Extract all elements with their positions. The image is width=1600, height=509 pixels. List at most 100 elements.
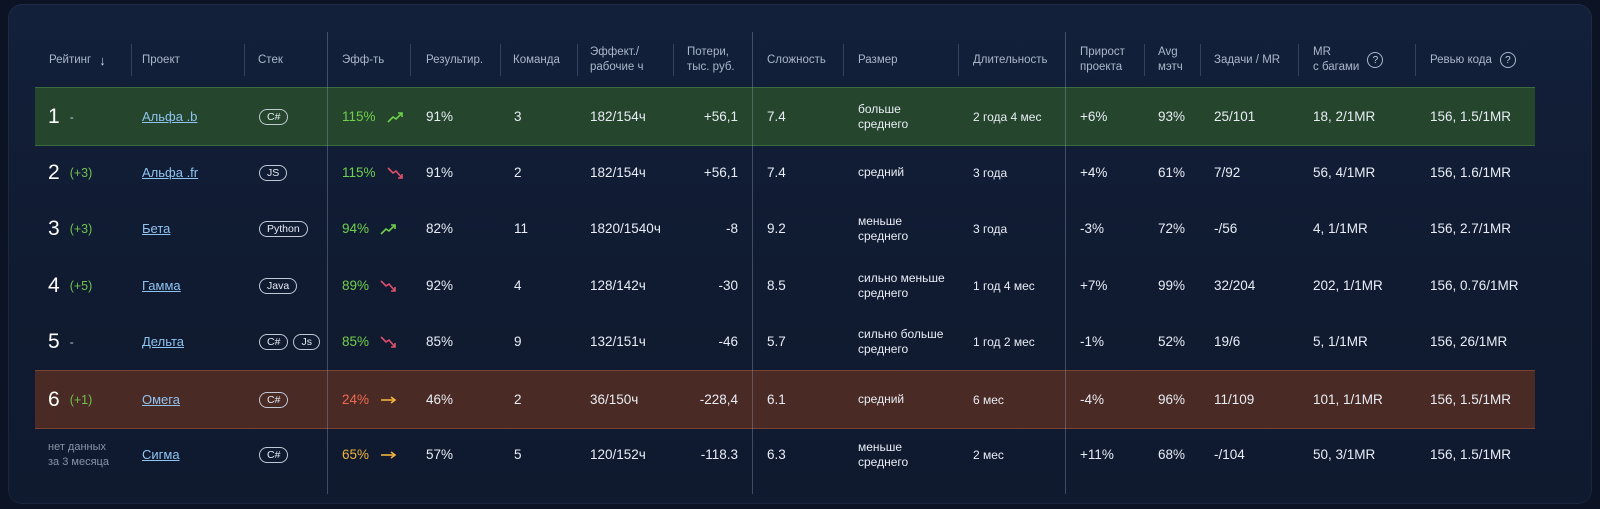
column-divider [1065,32,1066,494]
header-divider [410,44,411,76]
project-link[interactable]: Альфа .b [142,109,198,124]
size-value: средний [858,371,968,428]
help-icon[interactable]: ? [1367,52,1384,68]
efficiency-value: 65% [342,447,370,462]
header-avg-line2: мэтч [1158,61,1183,73]
header-rating[interactable]: Рейтинг ↓ [49,40,106,80]
rank-change: (+5) [69,278,93,293]
efficiency-value: 85% [342,334,370,349]
project-link[interactable]: Альфа .fr [142,165,199,180]
table-row[interactable]: 4 (+5) Гамма Java 89% 92% 4 128/142ч -30 8.5 сильн… [35,257,1535,314]
project-link[interactable]: Гамма [142,278,181,293]
efficiency-cell: 89% [342,257,397,314]
header-complexity[interactable]: Сложность [767,40,826,80]
header-project-label: Проект [142,53,180,66]
header-stack-label: Стек [258,53,283,66]
stack-tag: JS [259,164,288,181]
result-value: 91% [426,165,454,180]
header-avg-match[interactable]: Avg мэтч [1158,40,1183,80]
duration-value: 3 года [973,165,1008,180]
column-divider [327,32,328,494]
rank-change: (+3) [69,165,93,180]
code-review-value: 156, 1.6/1MR [1430,165,1512,180]
header-divider [1415,44,1416,76]
hours-value: 36/150ч [590,392,639,407]
sort-down-icon[interactable]: ↓ [99,52,106,68]
header-divider [131,44,132,76]
table-row[interactable]: 1- Альфа .b C# 115% 91% 3 182/154ч +56,1 7.4 боль… [35,87,1535,146]
trend-down-icon [386,166,403,179]
size-line2: среднего [858,285,909,300]
header-losses-line1: Потери, [687,46,729,58]
result-value: 57% [426,447,454,462]
complexity-value: 9.2 [767,221,786,236]
losses-value: -46 [718,334,738,349]
header-divider [1144,44,1145,76]
tasks-mr-value: 11/109 [1214,392,1255,407]
table-row[interactable]: нет данных за 3 месяца Сигма C# 65% 57% 5 120/1… [35,426,1535,483]
growth-value: +7% [1080,278,1108,293]
growth-value: +11% [1080,447,1114,462]
stack-tag: C# [259,333,289,350]
trend-up-icon [380,223,396,235]
team-value: 3 [514,109,522,124]
header-project[interactable]: Проект [142,40,180,80]
header-complexity-label: Сложность [767,53,826,66]
size-line2: среднего [858,454,909,469]
header-size[interactable]: Размер [858,40,898,80]
avg-match-value: 52% [1158,334,1186,349]
efficiency-cell: 24% [342,371,397,428]
header-code-review[interactable]: Ревью кода ? [1430,40,1516,80]
header-effective-hours[interactable]: Эффект./ рабочие ч [590,40,644,80]
result-value: 92% [426,278,454,293]
header-result[interactable]: Результир. [426,40,483,80]
header-losses[interactable]: Потери, тыс. руб. [687,40,735,80]
header-growth-line1: Прирост [1080,46,1125,58]
stack-cell: C# [259,371,293,428]
rank-number: 5 [48,329,60,353]
rank-cell: 3 (+3) [48,200,92,257]
complexity-value: 5.7 [767,334,786,349]
size-line1: средний [858,165,905,179]
rank-change: (+3) [69,221,93,236]
table-row[interactable]: 2 (+3) Альфа .fr JS 115% 91% 2 182/154ч +56,1 7.4… [35,144,1535,201]
stack-cell: JS [259,144,292,201]
size-line1: больше [858,101,901,116]
no-data-line1: нет данных [48,440,107,453]
complexity-value: 8.5 [767,278,786,293]
no-data-line2: за 3 месяца [48,455,109,468]
project-link[interactable]: Сигма [142,447,180,462]
header-stack[interactable]: Стек [258,40,283,80]
header-duration[interactable]: Длительность [973,40,1048,80]
team-value: 2 [514,165,522,180]
header-rating-label: Рейтинг [49,53,92,66]
code-review-value: 156, 1.5/1MR [1430,447,1512,462]
rank-change: - [69,109,74,124]
table-row[interactable]: 6 (+1) Омега C# 24% 46% 2 36/150ч -228,4 6.1 средн… [35,370,1535,429]
header-team[interactable]: Команда [513,40,560,80]
trend-down-icon [380,279,396,292]
header-growth[interactable]: Прирост проекта [1080,40,1125,80]
header-efficiency[interactable]: Эфф-ть [342,40,384,80]
tasks-mr-value: 25/101 [1214,109,1256,124]
project-link[interactable]: Дельта [142,334,184,349]
efficiency-cell: 115% [342,144,404,201]
project-link[interactable]: Бета [142,221,171,236]
table-row[interactable]: 5- Дельта C# Js 85% 85% 9 132/151ч -46 5.7 сильно … [35,313,1535,370]
duration-value: 1 год 4 мес [973,278,1035,293]
duration-value: 1 год 2 мес [973,334,1035,349]
project-link[interactable]: Омега [142,392,180,407]
help-icon[interactable]: ? [1499,52,1516,68]
complexity-value: 6.1 [767,392,786,407]
growth-value: -4% [1080,392,1105,407]
rank-cell: нет данных за 3 месяца [48,426,109,483]
code-review-value: 156, 1.5/1MR [1430,109,1512,124]
hours-value: 182/154ч [590,165,646,180]
header-losses-line2: тыс. руб. [687,61,735,73]
hours-value: 120/152ч [590,447,646,462]
header-mr-bugs[interactable]: MR с багами ? [1313,40,1384,80]
table-row[interactable]: 3 (+3) Бета Python 94% 82% 11 1820/1540ч -8 9.2 ме… [35,200,1535,257]
header-tasks-mr[interactable]: Задачи / MR [1214,40,1280,80]
growth-value: +6% [1080,109,1108,124]
efficiency-cell: 85% [342,313,397,370]
